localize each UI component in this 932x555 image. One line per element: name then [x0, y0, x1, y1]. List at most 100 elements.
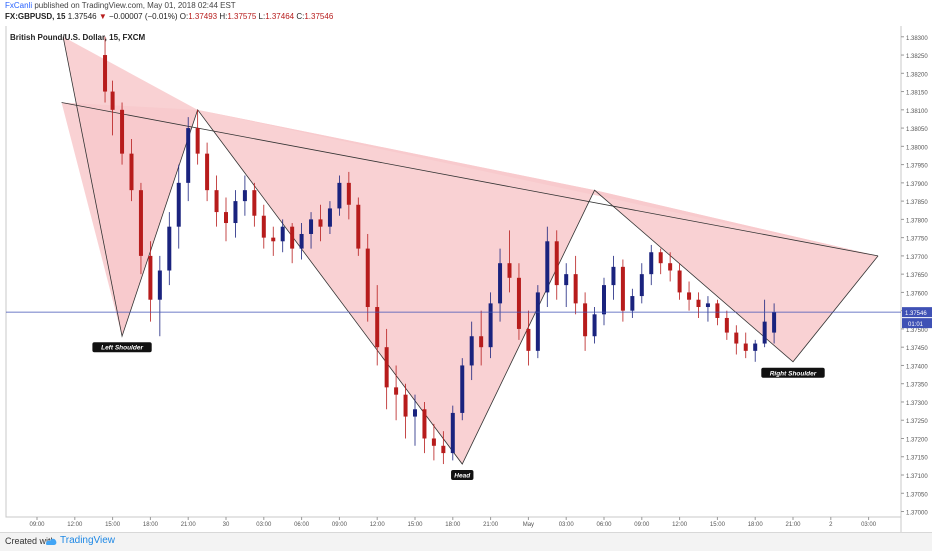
price-tick-label: 1.37600	[906, 291, 928, 297]
candle	[498, 248, 503, 322]
candle-body	[280, 226, 285, 242]
candle	[394, 365, 399, 421]
price-tick-label: 1.37100	[906, 474, 928, 480]
price-tick-label: 1.37800	[906, 218, 928, 224]
candle-body	[545, 241, 550, 293]
candle	[224, 197, 228, 242]
candle-body	[516, 277, 521, 329]
candle	[327, 201, 332, 234]
candle-body	[309, 219, 314, 234]
candle	[384, 328, 389, 410]
price-tick-label: 1.37250	[906, 419, 928, 425]
time-tick-label: 06:00	[596, 522, 612, 528]
annotation-label[interactable]: Right Shoulder	[761, 367, 825, 378]
candle-body	[327, 208, 332, 227]
price-tick-label: 1.37200	[906, 437, 928, 443]
candle-body	[450, 412, 455, 454]
time-tick-label: 09:00	[332, 522, 348, 528]
pattern-region	[197, 109, 595, 465]
candle	[441, 431, 446, 465]
price-tick-label: 1.37150	[906, 456, 928, 462]
price-tick-label: 1.38050	[906, 127, 928, 133]
time-tick-label: 03:00	[559, 522, 575, 528]
candle-body	[261, 215, 266, 238]
current-price-line: 1.37546 01:01	[6, 307, 932, 329]
time-tick-label: 12:00	[370, 522, 386, 528]
countdown-tag	[902, 318, 932, 329]
author-link[interactable]: FxCanli	[5, 1, 33, 10]
candle-body	[422, 409, 427, 439]
pattern-upper-region	[61, 102, 198, 337]
pattern-region	[594, 190, 879, 362]
time-tick-label: 09:00	[29, 522, 45, 528]
time-tick-label: 12:00	[67, 522, 83, 528]
annotation-label[interactable]: Head	[451, 470, 474, 481]
candle-body	[346, 182, 351, 205]
candle	[772, 303, 777, 344]
open-label: O:	[179, 12, 189, 21]
candle-body	[413, 409, 417, 417]
publish-text: published on TradingView.com, May 01, 20…	[34, 1, 236, 10]
candle-body	[526, 328, 531, 351]
candle	[488, 292, 493, 359]
candle	[516, 263, 521, 340]
created-with-text: Created with	[5, 536, 56, 546]
candle-body	[696, 299, 701, 308]
tradingview-brand[interactable]: TradingView	[60, 535, 116, 546]
symbol-label[interactable]: FX:GBPUSD, 15	[5, 12, 66, 21]
candle-body	[384, 347, 389, 388]
candle	[233, 190, 238, 238]
candle	[309, 212, 314, 249]
candle	[620, 259, 625, 322]
time-tick-label: 12:00	[672, 522, 688, 528]
candle-body	[620, 266, 625, 311]
candle-body	[762, 321, 767, 344]
candle	[252, 182, 257, 227]
price-tick-label: 1.37950	[906, 164, 928, 170]
candle-body	[129, 153, 134, 191]
candle	[337, 175, 342, 216]
candle-body	[242, 190, 247, 202]
candle-body	[469, 336, 474, 366]
candle	[120, 102, 125, 165]
candle-body	[148, 255, 153, 300]
price-tick-label: 1.37500	[906, 328, 928, 334]
candle-body	[110, 91, 115, 110]
candle	[743, 332, 748, 359]
candle-body	[337, 182, 342, 209]
candle-body	[639, 274, 644, 297]
candle-body	[630, 296, 635, 311]
close-value: 1.37546	[304, 12, 334, 21]
low-value: 1.37464	[265, 12, 295, 21]
time-tick-label: 06:00	[294, 522, 310, 528]
candle-body	[375, 307, 380, 348]
candle-body	[772, 312, 777, 333]
last-price: 1.37546	[67, 12, 97, 21]
candle	[195, 109, 200, 165]
price-tick-label: 1.37400	[906, 364, 928, 370]
candle-body	[743, 343, 748, 351]
candle-body	[318, 219, 323, 227]
time-tick-label: 09:00	[634, 522, 650, 528]
candle-body	[611, 266, 616, 286]
annotation-text: Right Shoulder	[770, 370, 817, 377]
price-tick-label: 1.37350	[906, 383, 928, 389]
candle	[365, 233, 370, 322]
price-tag	[902, 307, 932, 318]
price-tick-label: 1.37850	[906, 200, 928, 206]
candle	[535, 285, 540, 359]
countdown-label: 01:01	[908, 322, 924, 328]
candle-body	[507, 263, 512, 278]
candle	[526, 310, 531, 366]
candle	[554, 230, 559, 300]
time-tick-label: 2	[829, 522, 833, 528]
candle-body	[677, 270, 682, 293]
candle	[157, 255, 162, 337]
annotation-label[interactable]: Left Shoulder	[92, 342, 152, 353]
candle-body	[195, 128, 200, 154]
candle	[148, 241, 153, 322]
candle	[167, 212, 172, 286]
candle-body	[157, 270, 162, 300]
